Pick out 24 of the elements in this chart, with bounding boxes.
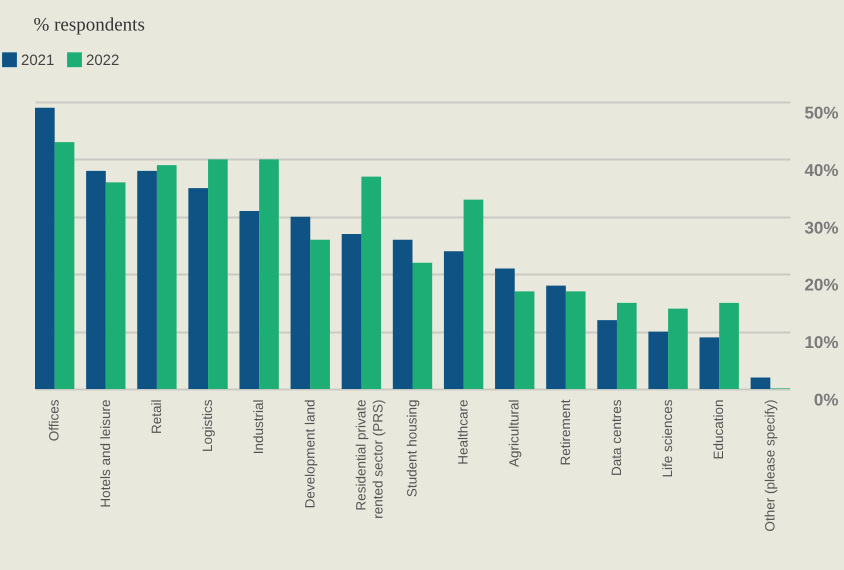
y-tick-label: 20% [804,276,838,295]
x-tick-label: Logistics [200,399,216,452]
x-tick-label: Education [711,400,726,460]
x-tick-label: Other (please specify) [762,400,778,532]
legend-label: 2022 [86,52,120,69]
x-tick-label: Data centres [608,399,624,476]
y-axis-title: % respondents [34,14,145,36]
x-tick-label: Life sciences [660,399,676,478]
y-tick-label: 0% [814,390,838,410]
x-tick-label: Healthcare [456,400,471,465]
y-tick-label: 50% [804,104,838,122]
x-tick-label: Hotels and leisure [98,400,113,508]
x-tick-label: Retirement [558,399,573,466]
y-tick-label: 40% [804,160,838,180]
x-tick-label: Agricultural [506,400,522,468]
x-tick-label: Residential private rented sector (PRS) [353,400,386,519]
y-tick-label: 10% [804,333,838,352]
x-tick-label: Development land [302,400,318,508]
legend-label: 2021 [21,52,54,69]
x-tick-label: Student housing [404,400,420,498]
x-tick-label: Offices [46,399,62,442]
x-tick-label: Retail [148,400,164,434]
x-tick-label: Industrial [251,400,266,454]
y-tick-label: 30% [804,218,838,238]
